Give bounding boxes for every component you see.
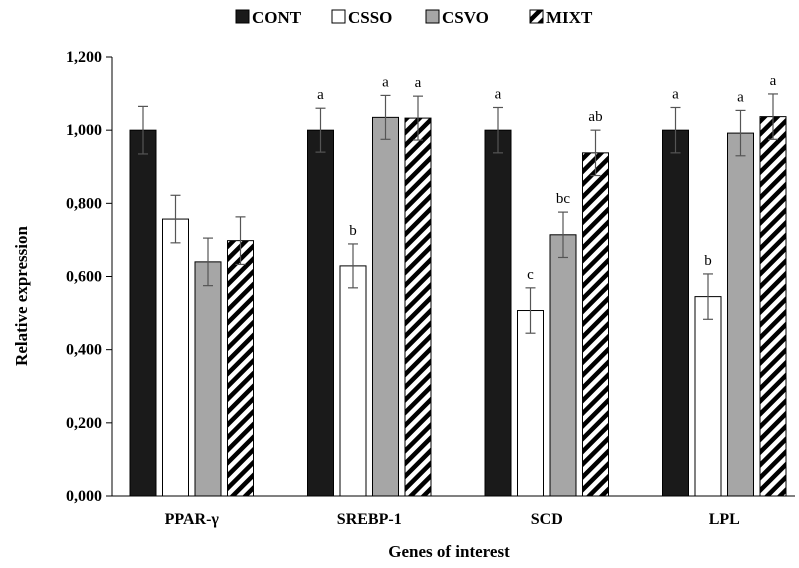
legend-swatch-mixt bbox=[529, 9, 544, 24]
legend-label-mixt: MIXT bbox=[546, 8, 593, 27]
bar-cont-3 bbox=[662, 129, 689, 497]
legend-swatch-csvo bbox=[425, 9, 440, 24]
bar-csvo-0 bbox=[194, 261, 222, 497]
y-axis: 0,000 0,200 0,400 0,600 0,800 1,000 1,200 bbox=[66, 49, 113, 505]
significance-letter: a bbox=[382, 74, 389, 90]
bar-csso-1 bbox=[339, 265, 367, 497]
bar-cont-2 bbox=[484, 129, 512, 497]
significance-letter: b bbox=[704, 253, 712, 269]
bar-csso-0 bbox=[162, 218, 189, 497]
y-tick-label: 0,400 bbox=[66, 342, 102, 359]
legend-swatch-cont bbox=[235, 9, 250, 24]
bar-mixt-3 bbox=[759, 116, 787, 497]
significance-letter: ab bbox=[588, 109, 602, 125]
legend-swatch-csso bbox=[331, 9, 346, 24]
bar-csso-3 bbox=[694, 296, 722, 497]
x-tick-label: PPAR-γ bbox=[165, 511, 220, 528]
x-axis: PPAR-γ SREBP-1 SCD LPL bbox=[112, 495, 795, 528]
significance-letter: bc bbox=[556, 191, 571, 207]
y-tick-label: 1,200 bbox=[66, 49, 102, 66]
bar-csso-2 bbox=[517, 310, 544, 497]
legend-label-cont: CONT bbox=[252, 8, 302, 27]
y-tick-label: 1,000 bbox=[66, 122, 102, 139]
y-axis-label: Relative expression bbox=[12, 225, 31, 365]
significance-letter: c bbox=[527, 267, 534, 283]
significance-letter: a bbox=[770, 73, 777, 89]
bar-csvo-1 bbox=[372, 116, 399, 497]
bar-cont-1 bbox=[307, 129, 334, 497]
y-tick-label: 0,600 bbox=[66, 269, 102, 286]
bar-mixt-1 bbox=[404, 117, 432, 497]
y-tick-label: 0,200 bbox=[66, 415, 102, 432]
significance-letter: a bbox=[495, 86, 502, 102]
bar-mixt-0 bbox=[227, 240, 254, 497]
significance-letter: a bbox=[317, 87, 324, 103]
x-axis-label: Genes of interest bbox=[388, 542, 510, 561]
bar-mixt-2 bbox=[582, 152, 609, 497]
significance-letter: a bbox=[737, 89, 744, 105]
bar-cont-0 bbox=[129, 129, 157, 497]
y-tick-label: 0,800 bbox=[66, 195, 102, 212]
x-tick-label: SCD bbox=[531, 511, 563, 528]
x-tick-label: SREBP-1 bbox=[337, 511, 402, 528]
significance-letter: b bbox=[349, 223, 357, 239]
legend-label-csvo: CSVO bbox=[442, 8, 489, 27]
legend: CONT CSSO CSVO MIXT bbox=[235, 8, 593, 27]
x-tick-label: LPL bbox=[709, 511, 740, 528]
bar-csvo-2 bbox=[549, 234, 577, 497]
significance-letter: a bbox=[415, 75, 422, 91]
significance-letter: a bbox=[672, 86, 679, 102]
bar-csvo-3 bbox=[727, 132, 754, 497]
y-tick-label: 0,000 bbox=[66, 488, 102, 505]
legend-label-csso: CSSO bbox=[348, 8, 392, 27]
